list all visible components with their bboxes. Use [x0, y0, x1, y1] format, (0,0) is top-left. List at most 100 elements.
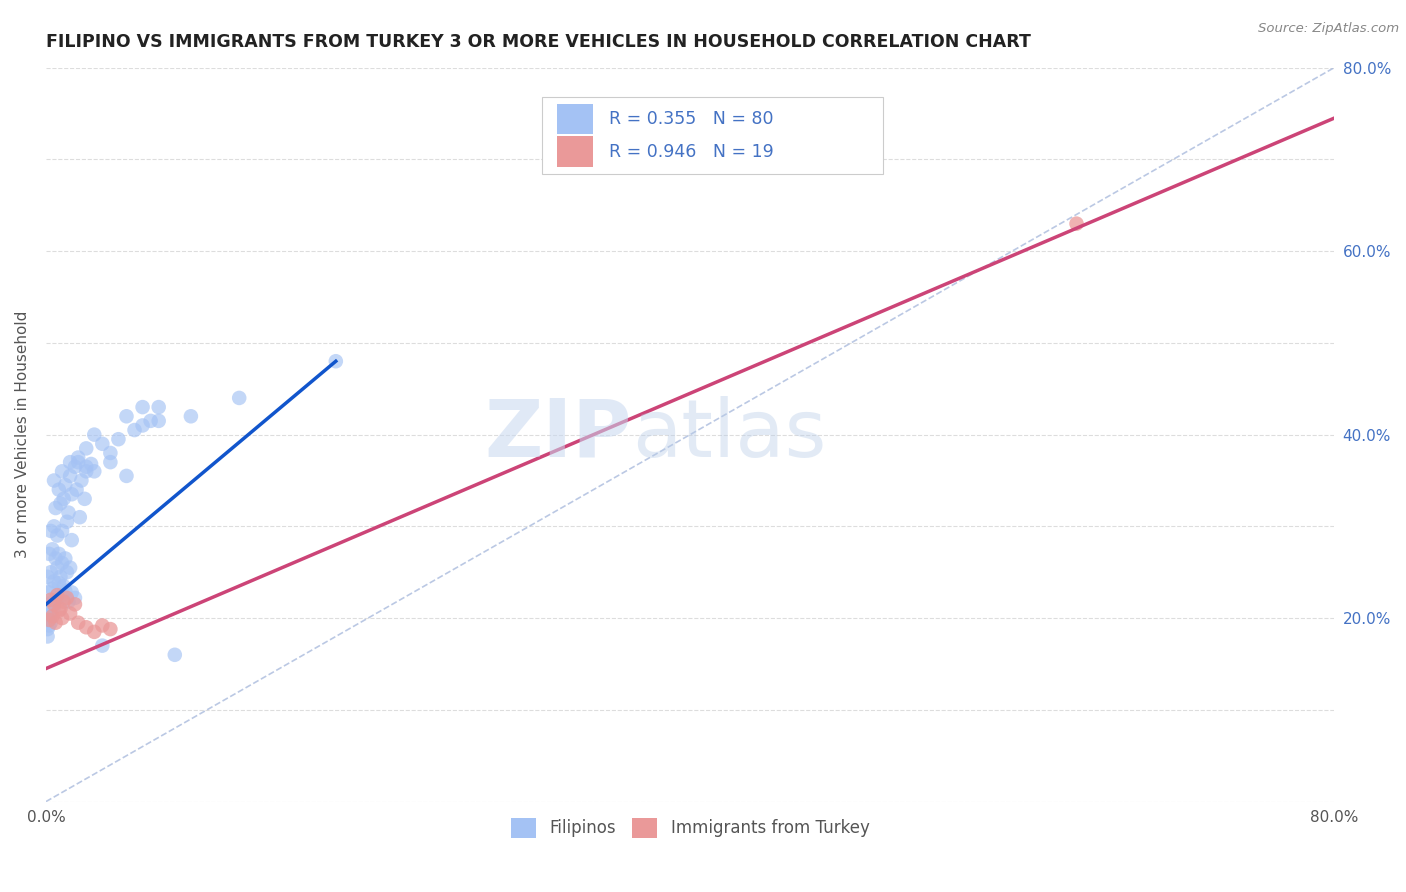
Point — [39, 524, 62, 538]
Point — [67, 455, 90, 469]
Point — [67, 615, 90, 630]
Point — [83, 624, 105, 639]
Point — [48, 483, 70, 497]
Point — [51, 464, 73, 478]
Point — [69, 510, 91, 524]
Text: R = 0.355   N = 80: R = 0.355 N = 80 — [609, 110, 773, 128]
Point — [38, 613, 60, 627]
Point — [60, 533, 83, 548]
Point — [42, 474, 65, 488]
Point — [228, 391, 250, 405]
Point — [49, 496, 72, 510]
Point — [100, 455, 122, 469]
Point — [91, 437, 114, 451]
Point — [58, 594, 80, 608]
Point — [56, 566, 79, 580]
Point — [73, 491, 96, 506]
Point — [41, 594, 63, 608]
FancyBboxPatch shape — [557, 136, 593, 167]
Point — [91, 639, 114, 653]
Point — [325, 354, 347, 368]
Point — [148, 414, 170, 428]
Point — [45, 501, 67, 516]
Point — [51, 588, 73, 602]
Point — [53, 551, 76, 566]
Point — [131, 418, 153, 433]
Text: FILIPINO VS IMMIGRANTS FROM TURKEY 3 OR MORE VEHICLES IN HOUSEHOLD CORRELATION C: FILIPINO VS IMMIGRANTS FROM TURKEY 3 OR … — [46, 33, 1031, 51]
Point — [38, 547, 60, 561]
Point — [91, 618, 114, 632]
Point — [65, 483, 87, 497]
Point — [46, 528, 69, 542]
Point — [59, 607, 82, 621]
Point — [39, 592, 62, 607]
Point — [37, 613, 59, 627]
Point — [48, 576, 70, 591]
Point — [63, 598, 86, 612]
Point — [56, 515, 79, 529]
Point — [63, 459, 86, 474]
Point — [42, 598, 65, 612]
Text: R = 0.946   N = 19: R = 0.946 N = 19 — [609, 143, 773, 161]
Point — [75, 442, 97, 456]
Point — [70, 474, 93, 488]
Point — [41, 609, 63, 624]
Point — [39, 566, 62, 580]
Point — [49, 602, 72, 616]
Point — [58, 506, 80, 520]
Point — [38, 598, 60, 612]
Point — [42, 519, 65, 533]
Point — [60, 487, 83, 501]
Legend: Filipinos, Immigrants from Turkey: Filipinos, Immigrants from Turkey — [503, 811, 876, 845]
Point — [48, 604, 70, 618]
Point — [46, 588, 69, 602]
Point — [45, 551, 67, 566]
Point — [51, 524, 73, 538]
Point — [37, 570, 59, 584]
Point — [38, 618, 60, 632]
Point — [39, 615, 62, 630]
Y-axis label: 3 or more Vehicles in Household: 3 or more Vehicles in Household — [15, 311, 30, 558]
Point — [56, 591, 79, 605]
Point — [83, 464, 105, 478]
Point — [148, 400, 170, 414]
Point — [41, 582, 63, 596]
Point — [124, 423, 146, 437]
Point — [51, 556, 73, 570]
Point — [115, 409, 138, 424]
Point — [100, 446, 122, 460]
Point — [52, 594, 75, 608]
Point — [75, 464, 97, 478]
Point — [49, 570, 72, 584]
Point — [63, 591, 86, 605]
Point — [52, 491, 75, 506]
Point — [180, 409, 202, 424]
Point — [80, 457, 103, 471]
Point — [38, 585, 60, 599]
Point — [51, 611, 73, 625]
Point — [75, 459, 97, 474]
Text: ZIP: ZIP — [485, 396, 633, 474]
Point — [42, 600, 65, 615]
Point — [46, 560, 69, 574]
Point — [42, 574, 65, 589]
Point — [52, 579, 75, 593]
Point — [48, 547, 70, 561]
Point — [83, 427, 105, 442]
Point — [59, 455, 82, 469]
Point — [107, 432, 129, 446]
Point — [45, 615, 67, 630]
Point — [53, 583, 76, 598]
Point — [60, 585, 83, 599]
Point — [75, 620, 97, 634]
Point — [100, 622, 122, 636]
Point — [115, 469, 138, 483]
Point — [139, 414, 162, 428]
Point — [53, 478, 76, 492]
Point — [45, 592, 67, 607]
Point — [38, 609, 60, 624]
Point — [37, 630, 59, 644]
Point — [39, 607, 62, 621]
FancyBboxPatch shape — [541, 97, 883, 174]
Text: atlas: atlas — [633, 396, 827, 474]
